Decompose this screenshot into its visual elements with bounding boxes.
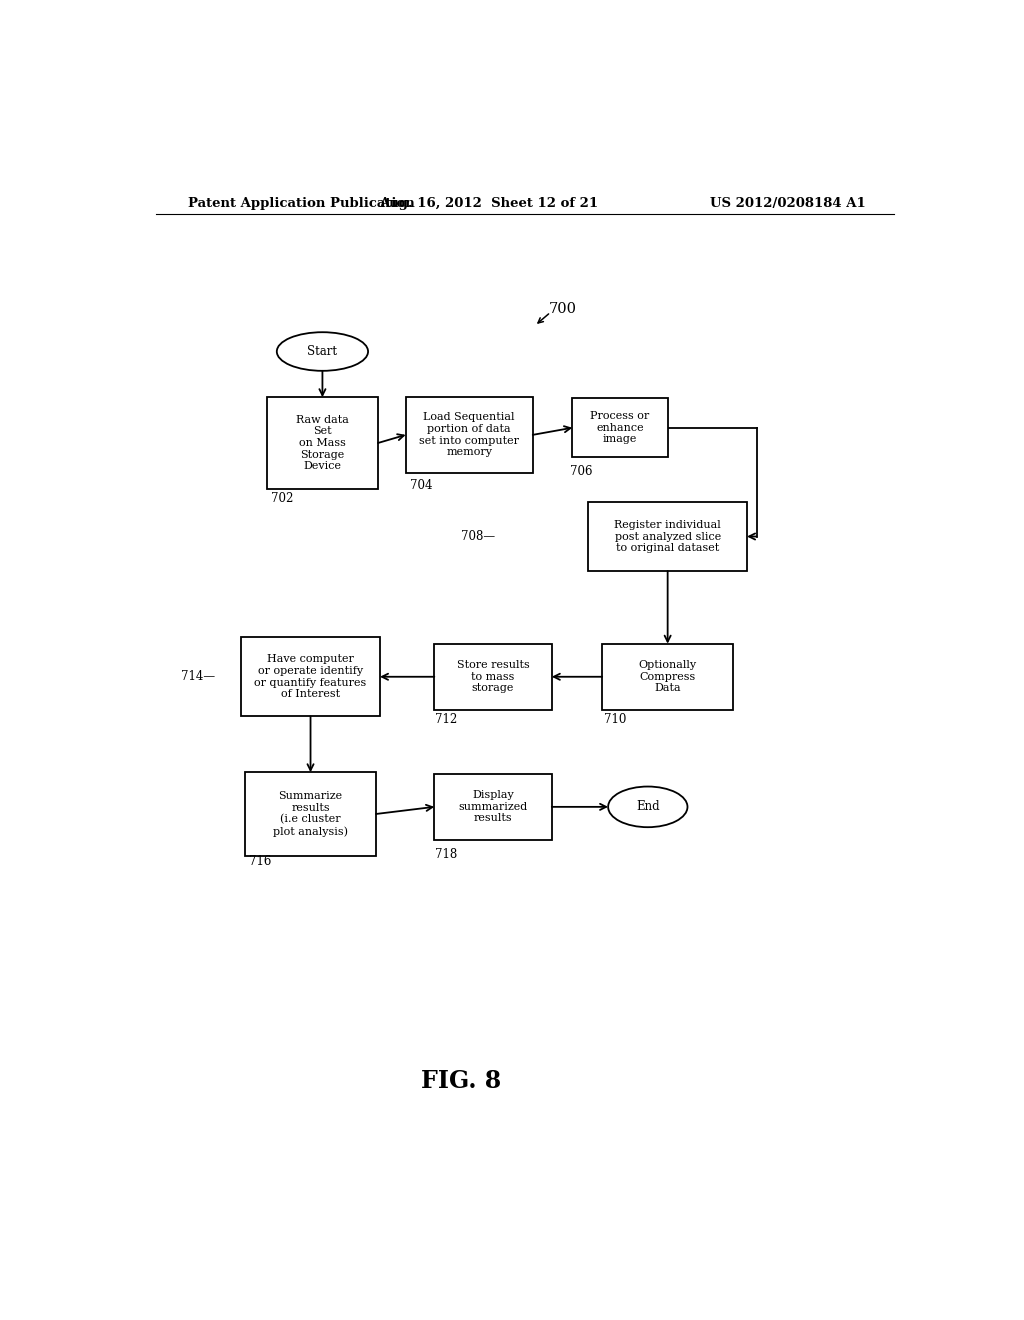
Text: Display
summarized
results: Display summarized results <box>459 791 527 824</box>
Text: FIG. 8: FIG. 8 <box>421 1069 502 1093</box>
Text: 700: 700 <box>549 302 577 315</box>
Text: End: End <box>636 800 659 813</box>
Text: Register individual
post analyzed slice
to original dataset: Register individual post analyzed slice … <box>614 520 721 553</box>
FancyBboxPatch shape <box>434 644 552 710</box>
Text: 702: 702 <box>270 492 293 506</box>
Text: Load Sequential
portion of data
set into computer
memory: Load Sequential portion of data set into… <box>419 412 519 457</box>
Text: 708—: 708— <box>461 531 496 543</box>
FancyBboxPatch shape <box>267 397 378 488</box>
FancyBboxPatch shape <box>434 774 552 840</box>
Text: 710: 710 <box>604 713 627 726</box>
Text: Have computer
or operate identify
or quantify features
of Interest: Have computer or operate identify or qua… <box>254 655 367 700</box>
FancyBboxPatch shape <box>245 772 376 855</box>
Text: Aug. 16, 2012  Sheet 12 of 21: Aug. 16, 2012 Sheet 12 of 21 <box>380 197 599 210</box>
Text: 706: 706 <box>570 465 593 478</box>
FancyBboxPatch shape <box>602 644 733 710</box>
Text: Process or
enhance
image: Process or enhance image <box>591 411 649 445</box>
FancyBboxPatch shape <box>406 397 532 473</box>
Text: 704: 704 <box>410 479 432 492</box>
Text: US 2012/0208184 A1: US 2012/0208184 A1 <box>711 197 866 210</box>
FancyBboxPatch shape <box>241 638 380 717</box>
Text: 712: 712 <box>435 713 458 726</box>
FancyBboxPatch shape <box>572 399 668 457</box>
Ellipse shape <box>608 787 687 828</box>
Text: Raw data
Set
on Mass
Storage
Device: Raw data Set on Mass Storage Device <box>296 414 349 471</box>
Text: 716: 716 <box>249 855 271 869</box>
Text: Patent Application Publication: Patent Application Publication <box>187 197 415 210</box>
Text: 718: 718 <box>435 849 458 861</box>
Text: Store results
to mass
storage: Store results to mass storage <box>457 660 529 693</box>
Text: Optionally
Compress
Data: Optionally Compress Data <box>639 660 696 693</box>
Text: Summarize
results
(i.e cluster
plot analysis): Summarize results (i.e cluster plot anal… <box>273 791 348 837</box>
FancyBboxPatch shape <box>588 502 748 572</box>
Text: 714—: 714— <box>181 671 215 684</box>
Ellipse shape <box>276 333 368 371</box>
Text: Start: Start <box>307 345 338 358</box>
